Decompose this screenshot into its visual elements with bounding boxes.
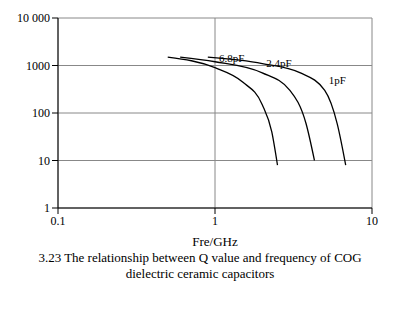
svg-text:10: 10	[366, 214, 378, 228]
svg-text:1: 1	[212, 214, 218, 228]
svg-text:1pF: 1pF	[329, 74, 346, 86]
svg-text:Fre/GHz: Fre/GHz	[192, 234, 238, 248]
svg-text:100: 100	[32, 106, 50, 120]
svg-text:10 000: 10 000	[17, 11, 50, 25]
svg-text:0.1: 0.1	[51, 214, 66, 228]
html-text:3.23 The relationship between: 3.23 The relationship between Q value an…	[38, 250, 362, 281]
svg-text:2.4pF: 2.4pF	[266, 57, 291, 69]
svg-text:6.8pF: 6.8pF	[219, 52, 244, 64]
svg-text:1: 1	[44, 201, 50, 215]
svg-text:10: 10	[38, 154, 50, 168]
svg-text:1000: 1000	[26, 59, 50, 73]
